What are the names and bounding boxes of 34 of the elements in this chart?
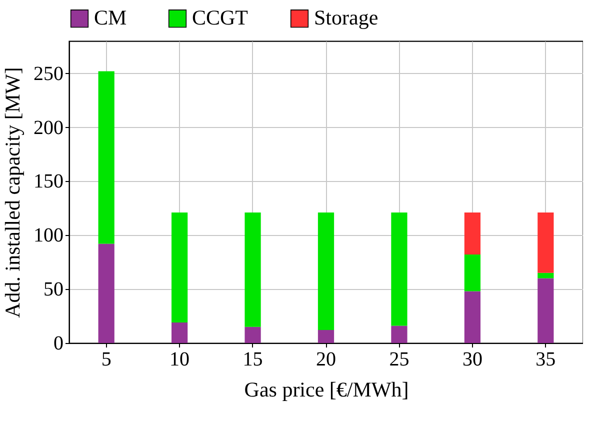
- bar: [318, 330, 334, 343]
- x-tick-label: 25: [389, 348, 410, 370]
- y-tick-label: 0: [54, 332, 64, 354]
- bar: [391, 212, 408, 326]
- bar: [244, 326, 261, 343]
- x-tick-label: 10: [170, 348, 190, 370]
- bar: [538, 212, 554, 273]
- y-tick-label: 200: [34, 116, 64, 139]
- bar: [98, 244, 114, 343]
- x-tick-label: 20: [316, 348, 336, 370]
- x-axis-title: Gas price [€/MWh]: [244, 378, 409, 402]
- bar: [464, 291, 480, 343]
- x-tick-label: 35: [536, 348, 556, 370]
- x-tick-label: 5: [101, 348, 112, 370]
- bar: [538, 272, 554, 278]
- y-axis-title: Add. installed capacity [MW]: [0, 67, 24, 318]
- legend-label: CCGT: [192, 6, 248, 30]
- bar: [391, 326, 408, 343]
- x-tick-label: 30: [462, 348, 482, 370]
- bar: [318, 212, 334, 330]
- bar: [172, 212, 188, 323]
- y-tick-label: 150: [34, 170, 64, 193]
- bar: [172, 322, 188, 343]
- bar: [244, 212, 261, 327]
- y-tick-label: 100: [34, 224, 64, 247]
- y-tick-label: 250: [34, 62, 64, 85]
- bar: [538, 278, 554, 343]
- bar: [464, 254, 480, 292]
- bar: [464, 212, 480, 255]
- x-tick-label: 15: [242, 348, 263, 370]
- legend-label: CM: [94, 6, 128, 30]
- bar: [98, 71, 114, 244]
- legend-label: Storage: [314, 6, 378, 30]
- y-tick-label: 50: [44, 278, 64, 301]
